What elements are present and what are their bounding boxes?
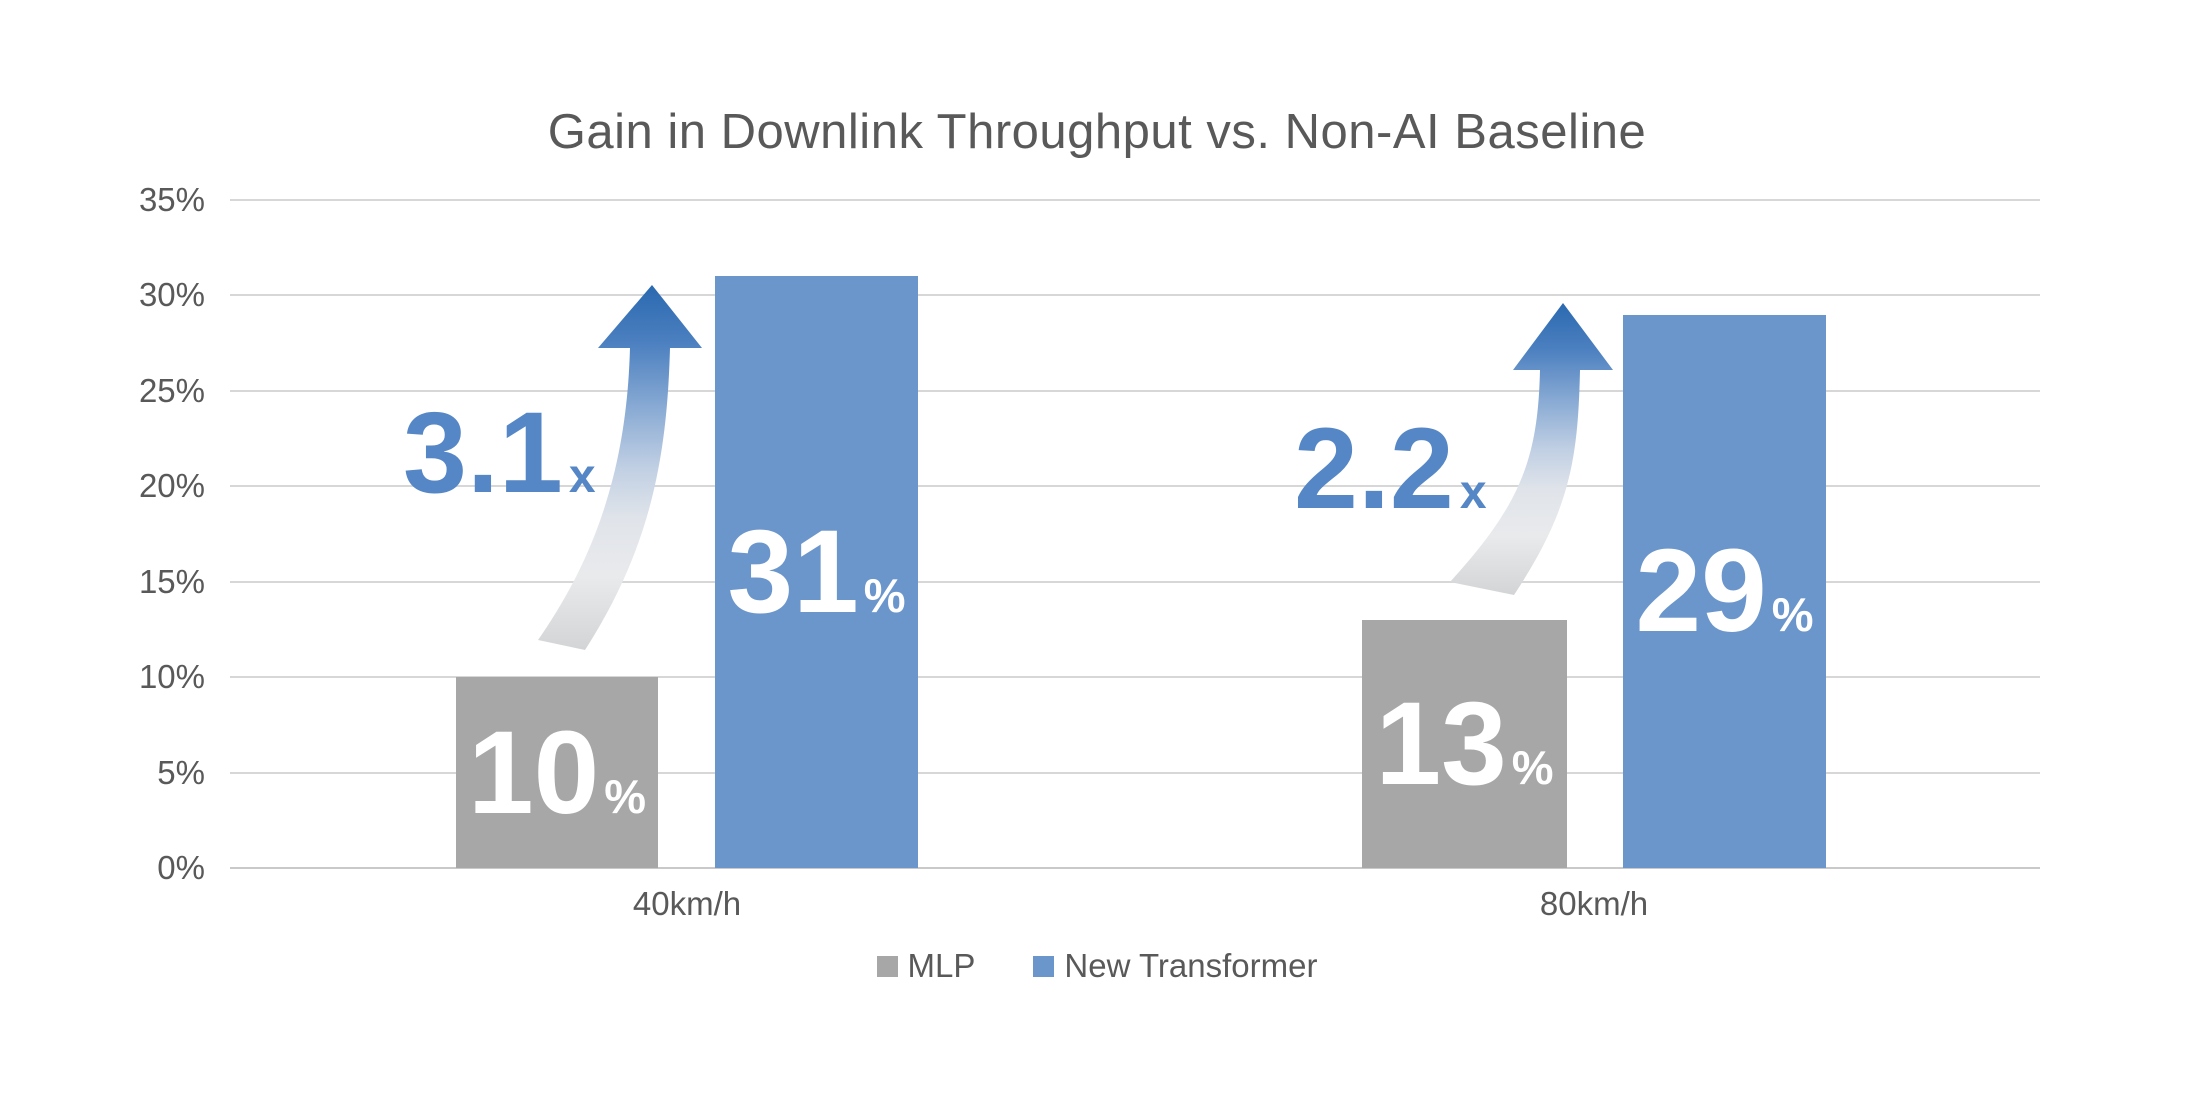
bar-value-number: 29 [1635,525,1767,658]
gridline [230,771,2040,774]
legend-label-mlp: MLP [907,947,976,984]
gridline [230,485,2040,488]
y-axis-tick-label: 30% [138,276,205,314]
legend-swatch-mlp [876,955,898,977]
multiplier-value: 2.2 [1294,405,1454,533]
multiplier-x-suffix: x [568,450,596,503]
bar-value-label: 29% [1635,532,1813,650]
y-axis-tick-label: 5% [157,753,205,791]
percent-sign: % [1771,588,1814,642]
y-axis-tick-label: 35% [138,181,205,218]
x-axis-label-80kmh: 80km/h [1539,885,1649,922]
y-axis-tick-label: 25% [138,371,205,409]
gridline [230,676,2040,679]
percent-sign: % [1511,740,1554,794]
x-axis-label-40kmh: 40km/h [632,885,742,922]
bar-value-label: 31% [727,513,905,631]
bar-value-label: 13% [1375,685,1553,803]
bar-value-number: 13 [1375,677,1507,810]
bar-new-transformer-40kmh: 31% [715,276,918,868]
y-axis-tick-label: 20% [138,467,205,505]
legend-label-new-transformer: New Transformer [1064,947,1318,984]
bar-new-transformer-80kmh: 29% [1623,314,1826,868]
multiplier-value: 3.1 [403,389,563,517]
multiplier-annotation-80kmh: 2.2 x [1294,412,1487,527]
legend: MLP New Transformer [0,947,2194,985]
y-axis-tick-label: 10% [138,658,205,696]
y-axis-tick-label: 0% [157,849,205,886]
growth-arrow-icon-80kmh [1450,303,1613,595]
gridline [230,580,2040,583]
growth-arrow-icon-40kmh [538,285,702,650]
bar-mlp-80kmh: 13% [1362,619,1567,868]
gridline [230,199,2040,201]
legend-swatch-new-transformer [1033,955,1055,977]
chart-title: Gain in Downlink Throughput vs. Non-AI B… [547,105,1647,159]
multiplier-x-suffix: x [1459,466,1487,519]
legend-item-mlp: MLP [876,947,976,985]
bar-value-number: 31 [727,506,859,639]
gridline [230,867,2040,869]
gridline [230,294,2040,297]
bar-mlp-40kmh: 10% [456,677,658,868]
bar-value-label: 10% [468,714,646,832]
percent-sign: % [604,769,647,823]
multiplier-annotation-40kmh: 3.1 x [403,396,596,511]
gridline [230,389,2040,392]
bar-value-number: 10 [467,706,600,839]
legend-item-new-transformer: New Transformer [1033,947,1317,985]
y-axis-tick-label: 15% [138,562,205,600]
percent-sign: % [863,569,906,623]
